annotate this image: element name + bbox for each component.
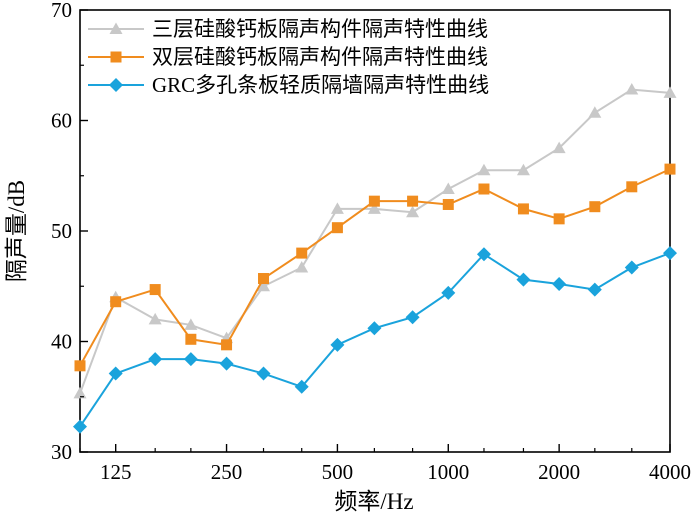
data-point xyxy=(516,272,531,287)
legend-marker xyxy=(110,51,122,63)
legend-marker xyxy=(109,22,123,34)
series-layer xyxy=(73,83,677,434)
x-tick-label: 125 xyxy=(100,460,132,484)
data-point xyxy=(406,205,420,218)
data-point xyxy=(407,195,419,207)
data-point xyxy=(663,246,677,261)
data-point xyxy=(516,163,530,176)
data-point xyxy=(149,284,161,296)
data-point xyxy=(295,260,309,273)
y-axis-title: 隔声量/dB xyxy=(4,180,29,282)
data-point xyxy=(257,279,271,292)
y-tick-label: 40 xyxy=(51,330,72,354)
data-point xyxy=(587,282,602,297)
x-tick-label: 2000 xyxy=(538,460,580,484)
y-tick-label: 60 xyxy=(51,109,72,133)
series-diamond xyxy=(73,246,677,434)
data-point xyxy=(477,163,491,176)
data-point xyxy=(148,352,163,367)
data-point xyxy=(552,141,566,154)
x-tick-label: 1000 xyxy=(427,460,469,484)
x-axis-title: 频率/Hz xyxy=(334,489,413,514)
data-point xyxy=(108,366,123,381)
data-point xyxy=(294,379,309,394)
data-point xyxy=(73,419,87,434)
data-point xyxy=(185,333,197,345)
data-point xyxy=(624,260,639,275)
data-point xyxy=(74,360,86,372)
data-point xyxy=(626,181,638,193)
data-point xyxy=(296,247,308,259)
series-triangle xyxy=(73,83,677,399)
data-point xyxy=(184,318,198,330)
data-point xyxy=(368,195,380,207)
series-square xyxy=(74,163,676,372)
legend-label: GRC多孔条板轻质隔墙隔声特性曲线 xyxy=(152,73,489,97)
data-point xyxy=(553,213,565,225)
data-point xyxy=(331,222,343,234)
x-tick-label: 500 xyxy=(322,460,354,484)
data-point xyxy=(664,163,676,175)
y-tick-label: 70 xyxy=(51,0,72,22)
data-point xyxy=(367,202,381,214)
data-point xyxy=(588,106,602,118)
series-line xyxy=(79,88,671,394)
series-line xyxy=(79,252,671,428)
y-tick-label: 30 xyxy=(51,440,72,464)
y-tick-label: 50 xyxy=(51,219,72,243)
legend-label: 双层硅酸钙板隔声构件隔声特性曲线 xyxy=(152,45,488,69)
data-point xyxy=(441,285,456,300)
legend-label: 三层硅酸钙板隔声构件隔声特性曲线 xyxy=(152,17,488,41)
data-point xyxy=(258,273,270,285)
data-point xyxy=(256,366,271,381)
data-point xyxy=(442,198,454,210)
data-point xyxy=(330,337,345,352)
data-point xyxy=(517,203,529,215)
data-point xyxy=(663,86,677,98)
data-point xyxy=(405,310,420,325)
legend-entry: 三层硅酸钙板隔声构件隔声特性曲线 xyxy=(88,17,488,41)
x-tick-label: 4000 xyxy=(649,460,691,484)
data-point xyxy=(478,183,490,195)
legend-marker xyxy=(109,78,123,92)
data-point xyxy=(589,201,601,213)
data-point xyxy=(367,321,382,336)
data-point xyxy=(221,339,233,351)
tick-layer: 125 250 500 1000 2000 4000 30 40 50 60 70 xyxy=(51,0,691,484)
data-point xyxy=(330,202,344,214)
data-point xyxy=(73,386,87,399)
data-point xyxy=(183,352,198,367)
data-point xyxy=(148,312,162,325)
legend-entry: GRC多孔条板轻质隔墙隔声特性曲线 xyxy=(88,73,489,97)
data-point xyxy=(476,247,491,262)
data-point xyxy=(552,277,567,292)
data-point xyxy=(441,182,455,195)
data-point xyxy=(625,83,639,95)
data-point xyxy=(110,296,122,308)
legend-entry: 双层硅酸钙板隔声构件隔声特性曲线 xyxy=(88,45,488,69)
x-tick-label: 250 xyxy=(211,460,243,484)
data-point xyxy=(219,356,234,371)
